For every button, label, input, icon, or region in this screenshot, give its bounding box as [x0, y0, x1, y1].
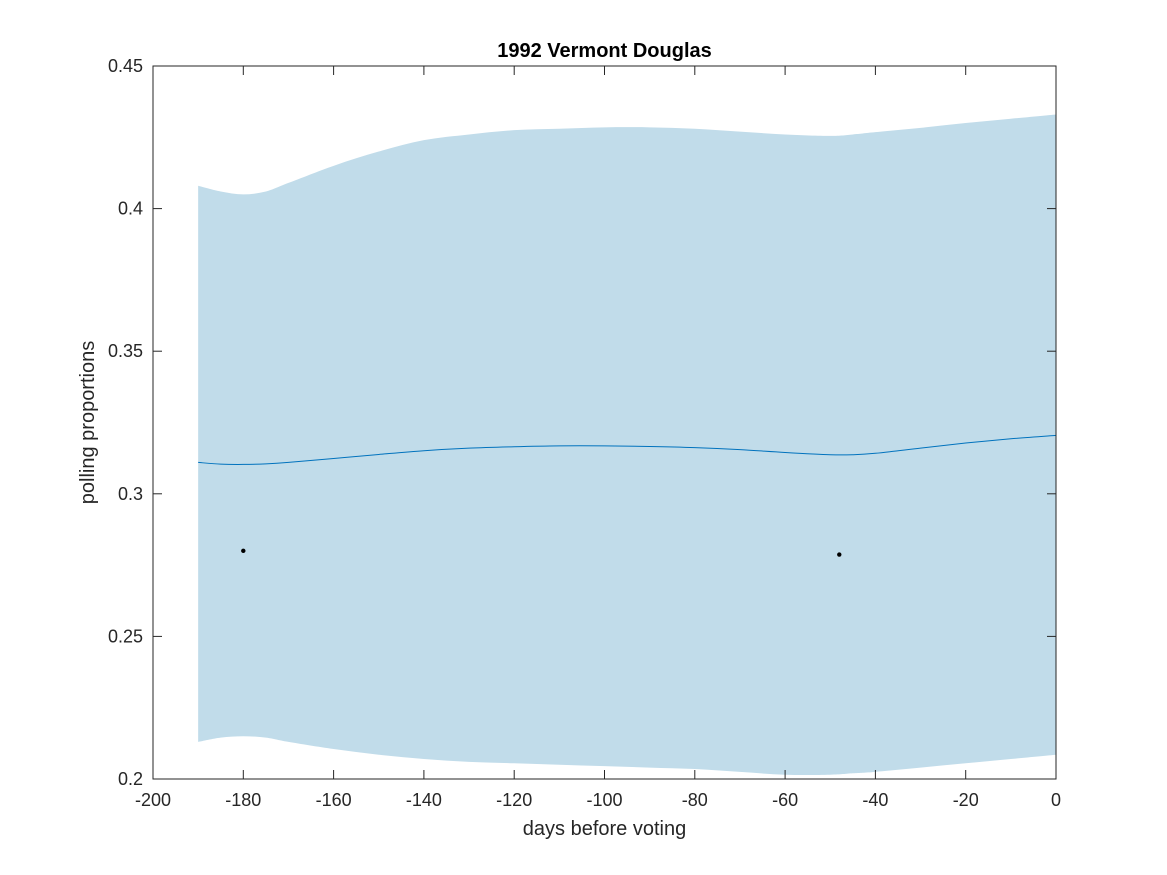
- y-tick-label: 0.2: [118, 769, 143, 789]
- x-tick-label: -160: [316, 790, 352, 810]
- x-tick-label: -140: [406, 790, 442, 810]
- x-tick-label: -40: [862, 790, 888, 810]
- x-tick-label: -180: [225, 790, 261, 810]
- data-point-0: [241, 548, 246, 554]
- x-tick-label: -120: [496, 790, 532, 810]
- x-tick-label: 0: [1051, 790, 1061, 810]
- y-tick-label: 0.35: [108, 341, 143, 361]
- y-tick-label: 0.3: [118, 484, 143, 504]
- confidence-band: [198, 114, 1056, 775]
- y-axis-label: polling proportions: [77, 341, 99, 504]
- x-tick-label: -60: [772, 790, 798, 810]
- series-line-0: [198, 434, 1057, 465]
- x-axis-label: days before voting: [523, 818, 686, 840]
- y-tick-label: 0.45: [108, 56, 143, 76]
- chart-title: 1992 Vermont Douglas: [497, 40, 712, 62]
- x-tick-label: -80: [682, 790, 708, 810]
- y-tick-label: 0.4: [118, 199, 143, 219]
- data-point-1: [837, 552, 842, 557]
- x-tick-label: -20: [953, 790, 979, 810]
- x-tick-label: -200: [135, 790, 171, 810]
- y-tick-label: 0.25: [108, 626, 143, 646]
- x-tick-label: -100: [586, 790, 622, 810]
